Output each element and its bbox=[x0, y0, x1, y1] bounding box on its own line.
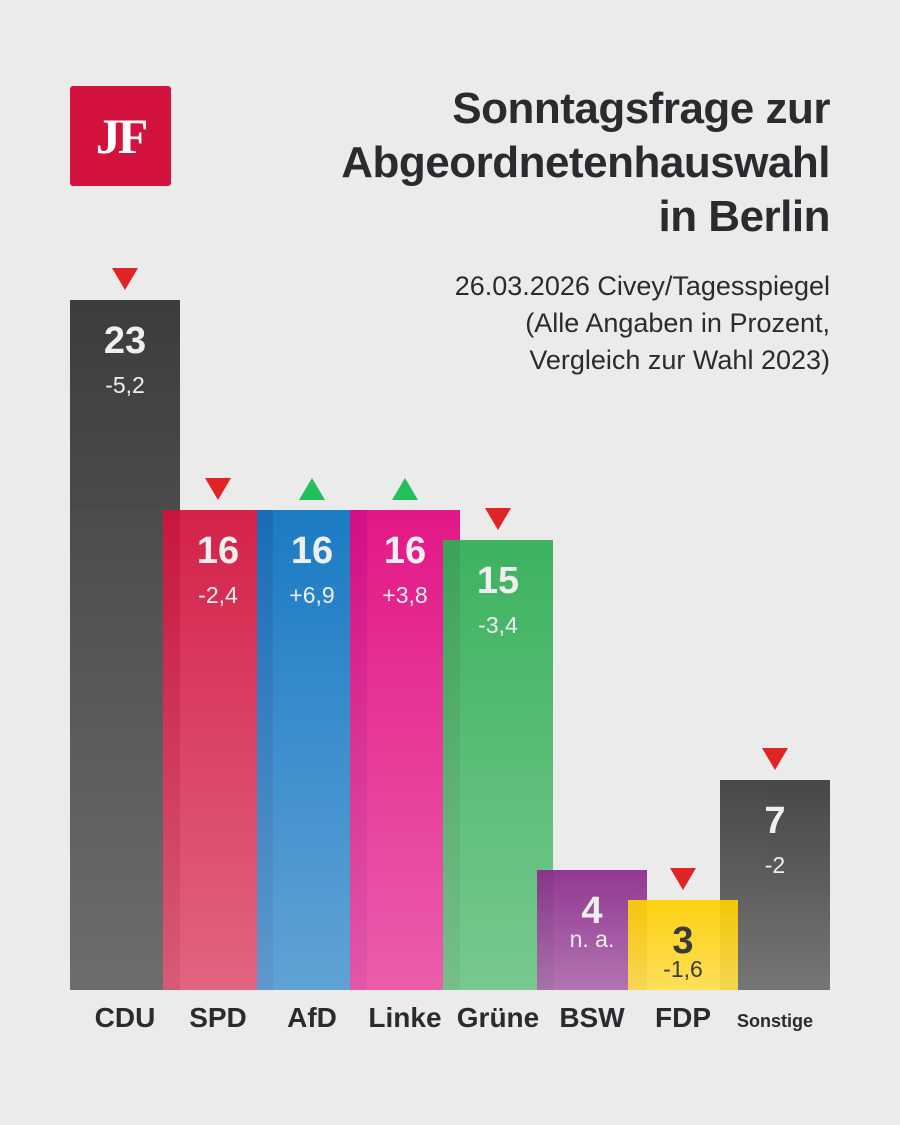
category-label: FDP bbox=[655, 1002, 711, 1033]
category-label: CDU bbox=[94, 1002, 156, 1033]
jf-logo: JF bbox=[70, 86, 171, 186]
bar-spd: 16 -2,4 bbox=[163, 510, 273, 990]
chart-subtitle: 26.03.2026 Civey/Tagesspiegel (Alle Anga… bbox=[455, 268, 830, 379]
trend-down-icon bbox=[762, 748, 788, 770]
value-label: 16 bbox=[290, 530, 334, 572]
category-label: BSW bbox=[559, 1002, 625, 1033]
change-label: -5,2 bbox=[105, 372, 145, 398]
bar-sonstige: 7 -2 bbox=[720, 780, 830, 990]
category-label: SPD bbox=[189, 1002, 247, 1033]
value-label: 7 bbox=[764, 800, 786, 842]
category-label: Sonstige bbox=[736, 1011, 813, 1031]
trend-down-icon bbox=[670, 868, 696, 890]
change-label: -3,4 bbox=[478, 612, 518, 638]
category-label: Grüne bbox=[456, 1002, 540, 1033]
trend-up-icon bbox=[392, 478, 418, 500]
value-label: 15 bbox=[476, 560, 520, 602]
trend-down-icon bbox=[205, 478, 231, 500]
subtitle-line: 26.03.2026 Civey/Tagesspiegel bbox=[454, 271, 830, 301]
bar-cdu: 23 -5,2 bbox=[70, 300, 180, 990]
value-label: 16 bbox=[383, 530, 427, 572]
change-label: n. a. bbox=[569, 926, 615, 952]
change-label: -2 bbox=[764, 852, 786, 878]
bar-linke: 16 +3,8 bbox=[350, 510, 460, 990]
bar-fdp: 3 -1,6 bbox=[628, 900, 738, 990]
change-label: +3,8 bbox=[382, 582, 428, 608]
trend-up-icon bbox=[299, 478, 325, 500]
bar-afd: 16 +6,9 bbox=[257, 510, 367, 990]
category-label: Linke bbox=[368, 1002, 442, 1033]
value-label: 4 bbox=[581, 890, 603, 932]
trend-down-icon bbox=[112, 268, 138, 290]
subtitle-line: Vergleich zur Wahl 2023) bbox=[529, 345, 830, 375]
trend-down-icon bbox=[485, 508, 511, 530]
value-label: 3 bbox=[672, 920, 694, 962]
title-line: Sonntagsfrage zur bbox=[452, 84, 830, 133]
value-label: 23 bbox=[103, 320, 147, 362]
change-label: +6,9 bbox=[289, 582, 335, 608]
title-line: Abgeordnetenhauswahl bbox=[341, 138, 830, 187]
change-label: -1,6 bbox=[663, 956, 703, 982]
chart-title: Sonntagsfrage zur Abgeordnetenhauswahl i… bbox=[341, 82, 830, 244]
bar-grüne: 15 -3,4 bbox=[443, 540, 553, 990]
category-label: AfD bbox=[287, 1002, 337, 1033]
change-label: -2,4 bbox=[198, 582, 238, 608]
value-label: 16 bbox=[196, 530, 240, 572]
subtitle-line: (Alle Angaben in Prozent, bbox=[525, 308, 830, 338]
title-line: in Berlin bbox=[658, 192, 830, 241]
